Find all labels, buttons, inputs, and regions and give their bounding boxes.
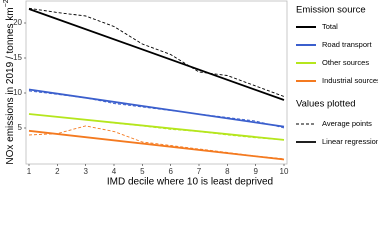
y-tick-label: 10: [13, 88, 22, 97]
style-label: Average points: [322, 119, 372, 128]
x-tick-label: 2: [55, 167, 60, 176]
x-tick-label: 1: [27, 167, 32, 176]
x-tick-label: 7: [197, 167, 202, 176]
x-tick-label: 8: [225, 167, 230, 176]
y-tick-label: 15: [13, 53, 22, 62]
x-tick-label: 4: [112, 167, 117, 176]
plot-frame: [25, 0, 288, 165]
x-tick-label: 3: [83, 167, 88, 176]
regression-line: [28, 8, 285, 101]
legend-label: Road transport: [322, 40, 373, 49]
y-axis-label: NOx emissions in 2019 / tonnes km−2: [3, 0, 16, 165]
x-axis-label: IMD decile where 10 is least deprived: [107, 177, 273, 188]
y-axis-label-main: NOx emissions in 2019 / tonnes km: [5, 7, 16, 164]
average-line: [28, 7, 285, 97]
legend-label: Industrial sources: [322, 76, 378, 85]
x-tick-label: 5: [140, 167, 145, 176]
y-axis-label-sup: −2: [3, 0, 10, 7]
regression-line: [28, 129, 285, 161]
legend-label: Other sources: [322, 58, 369, 67]
styles-title: Values plotted: [296, 99, 356, 110]
legend-label: Total: [322, 22, 338, 31]
x-tick-label: 10: [280, 167, 289, 176]
regression-line: [28, 113, 285, 141]
regression-line: [28, 88, 285, 128]
chart: IMD decile where 10 is least deprived NO…: [3, 0, 378, 188]
style-label: Linear regression: [322, 137, 378, 146]
x-tick-label: 9: [253, 167, 258, 176]
x-tick-label: 6: [168, 167, 173, 176]
legend-title: Emission source: [296, 5, 366, 16]
y-tick-label: 20: [13, 18, 22, 27]
y-tick-label: 5: [18, 123, 23, 132]
